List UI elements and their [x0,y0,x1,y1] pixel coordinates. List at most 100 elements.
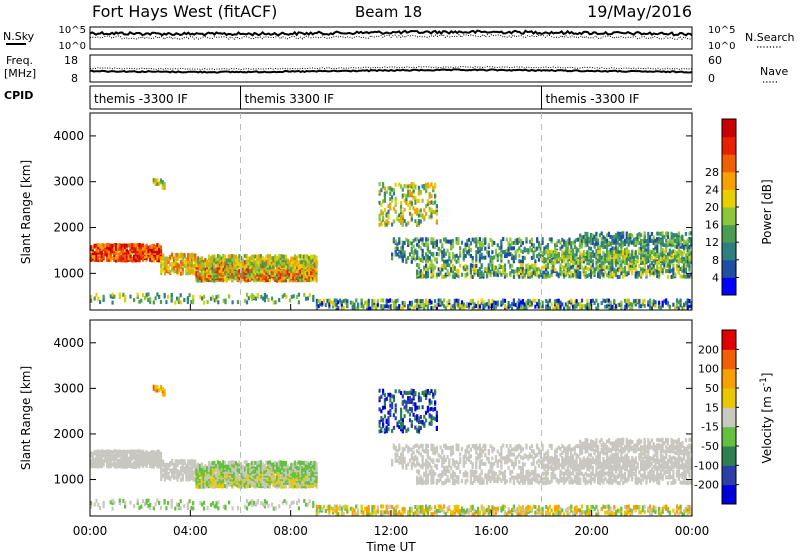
power-cell [688,254,691,259]
power-cell [690,304,693,308]
power-cell [200,269,203,274]
power-cell [631,233,634,238]
power-cell [172,265,175,270]
power-cell [618,242,621,247]
velocity-cell [204,468,207,473]
power-cell [537,304,541,309]
power-cell [122,246,125,251]
power-cell [432,306,435,311]
power-cell [398,249,401,254]
power-cell [200,278,203,283]
power-cell [457,274,460,279]
power-cell [615,263,618,268]
power-cell [293,277,297,282]
velocity-cell [211,477,214,482]
power-cell [206,259,209,264]
power-cell [405,237,408,242]
power-cell [658,252,661,257]
power-cell [595,255,598,260]
power-cell [566,300,569,305]
power-cell [382,182,385,187]
power-cell [335,302,338,307]
power-cell [588,246,591,251]
velocity-cell [152,464,155,469]
velocity-cell [100,457,103,462]
velocity-cell [252,475,255,480]
power-cell [416,210,419,215]
velocity-cell [195,469,198,474]
power-cell [661,300,664,305]
velocity-cell [138,459,141,463]
velocity-cell [216,466,219,471]
power-cell [530,255,533,260]
power-cell [580,258,584,263]
power-cell [421,198,424,203]
power-cell [247,278,250,282]
power-cell [591,298,594,303]
power-cell [516,241,519,245]
power-cell [357,302,360,307]
power-cell [643,269,646,274]
power-cell [389,202,392,207]
power-cell [661,235,664,240]
velocity-cell [215,473,218,478]
power-cell [577,248,580,253]
power-cell [545,304,548,309]
power-cell [425,182,428,187]
power-cell [281,267,284,272]
power-cell [584,271,587,275]
power-cell [607,263,610,268]
power-cell [677,300,680,305]
power-cell [412,188,415,193]
power-cell [222,298,225,303]
power-cell [550,260,553,265]
power-cell [688,299,691,303]
velocity-cell [115,452,118,456]
power-cell [543,250,546,255]
power-cell [654,238,657,243]
velocity-cell [91,451,94,456]
velocity-cell [225,480,228,485]
power-cell [158,181,161,186]
power-cell [109,251,112,256]
power-cell [546,249,550,254]
power-cell [641,299,644,304]
power-cell [688,249,691,254]
velocity-cell [270,477,273,482]
power-cell [611,258,614,263]
power-cell [503,250,507,254]
colorbar-swatch [722,119,736,138]
power-cell [658,266,661,271]
power-cell [421,241,424,246]
velocity-cell [140,462,143,467]
power-cell [111,295,114,299]
power-cell [389,191,392,196]
power-cell [256,260,259,265]
power-cell [310,276,313,281]
power-cell [557,239,560,244]
velocity-cell [302,473,305,478]
power-cell [570,265,573,270]
power-cell [512,274,515,279]
power-cell [186,296,189,301]
power-cell [514,255,517,260]
power-cell [640,304,643,309]
power-cell [444,251,447,256]
velocity-cell [274,477,277,482]
power-cell [632,240,636,245]
power-cell [106,245,109,250]
power-cell [623,248,627,253]
velocity-cell [211,484,214,489]
power-cell [167,256,170,261]
power-cell [265,262,268,266]
power-cell [559,257,562,261]
power-cell [315,276,318,281]
power-cell [417,271,421,275]
power-cell [496,257,499,262]
velocity-cell [234,469,237,474]
power-cell [254,268,257,273]
velocity-cell [162,462,165,467]
velocity-cell [109,462,112,467]
power-cell [536,239,539,244]
power-cell [666,231,670,236]
